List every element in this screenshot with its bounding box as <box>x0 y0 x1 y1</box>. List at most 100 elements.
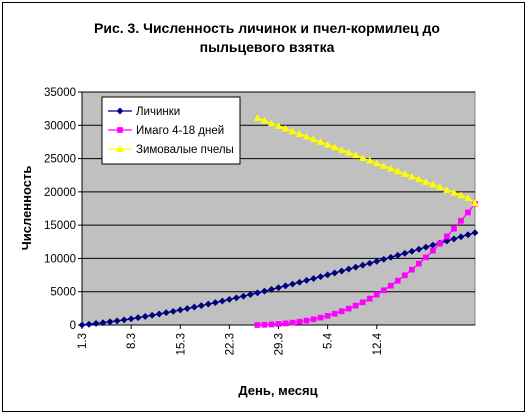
data-point <box>281 124 290 132</box>
data-point <box>471 199 479 207</box>
data-point <box>450 188 458 196</box>
data-point <box>416 260 422 267</box>
data-point <box>324 271 332 279</box>
data-point <box>120 316 128 324</box>
data-point <box>338 267 346 275</box>
data-point <box>155 310 163 318</box>
data-point <box>365 156 374 164</box>
data-point <box>471 229 479 237</box>
data-point <box>359 299 366 306</box>
x-tick-label: 15.3 <box>175 333 187 355</box>
data-point <box>183 305 191 313</box>
data-point <box>345 265 353 273</box>
data-point <box>310 274 318 283</box>
x-tick-label: 1.3 <box>77 333 89 349</box>
data-point <box>345 305 352 312</box>
data-point <box>274 284 283 292</box>
x-tick-label: 8.3 <box>126 333 138 349</box>
data-point <box>267 285 276 293</box>
chart-svg: Рис. 3. Численность личинок и пчел-корми… <box>19 20 479 398</box>
data-point <box>422 177 430 185</box>
data-point <box>423 254 429 261</box>
y-tick-label: 5000 <box>50 287 76 299</box>
data-point <box>274 122 283 129</box>
data-point <box>331 269 339 277</box>
x-axis-title: День, месяц <box>238 383 317 398</box>
x-tick-label: 29.3 <box>274 333 286 355</box>
data-point <box>380 287 387 294</box>
data-point <box>246 290 254 299</box>
x-tick-label: 5.4 <box>323 332 335 349</box>
series-2 <box>254 200 478 328</box>
data-point <box>415 175 423 183</box>
data-point <box>400 169 409 177</box>
data-point <box>232 294 240 302</box>
data-point <box>302 132 311 140</box>
data-point <box>225 295 233 303</box>
data-point <box>310 316 317 323</box>
data-point <box>78 321 86 329</box>
y-tick-label: 35000 <box>44 87 76 99</box>
data-point <box>386 164 395 172</box>
y-tick-label: 10000 <box>44 253 76 265</box>
legend-label: Зимовалые пчелы <box>136 144 234 156</box>
data-point <box>295 130 304 137</box>
data-point <box>218 297 226 305</box>
data-point <box>464 193 472 201</box>
legend-items: Личинки Имаго 4-18 дней Зимовалые пчелы <box>108 106 234 156</box>
y-tick-label: 25000 <box>44 154 76 166</box>
data-point <box>351 151 360 159</box>
data-point <box>316 138 325 145</box>
data-point <box>436 183 444 191</box>
data-point <box>134 314 142 322</box>
data-point <box>458 217 464 224</box>
x-tick-label: 22.3 <box>224 333 236 355</box>
data-point <box>380 255 388 263</box>
data-point <box>437 240 443 247</box>
y-tick-label: 20000 <box>44 187 76 199</box>
chart-frame: Рис. 3. Численность личинок и пчел-корми… <box>2 2 525 412</box>
data-point <box>415 245 423 253</box>
series-1 <box>78 229 479 329</box>
data-point <box>92 319 100 328</box>
data-point <box>85 320 93 328</box>
data-point <box>303 276 311 284</box>
data-point <box>303 317 310 324</box>
data-point <box>408 266 415 273</box>
data-point <box>162 309 170 317</box>
data-point <box>260 116 269 124</box>
data-point <box>127 315 135 323</box>
series-layer <box>78 114 479 329</box>
legend-swatch-marker <box>116 107 124 115</box>
data-point <box>373 291 380 298</box>
data-point <box>296 278 304 286</box>
data-point <box>317 314 324 321</box>
data-point <box>393 167 402 175</box>
data-point <box>372 159 381 167</box>
data-point <box>394 277 401 284</box>
axes: 0 5000 10000 15000 20000 25000 30000 35000 1.3 8.… <box>44 87 475 355</box>
data-point <box>176 306 184 314</box>
data-point <box>379 161 388 169</box>
data-point <box>338 308 345 315</box>
data-point <box>464 231 472 239</box>
data-point <box>330 143 339 151</box>
chart-title-line-2: пыльцевого взятка <box>200 39 335 55</box>
data-point <box>422 243 430 251</box>
data-point <box>268 321 275 328</box>
y-tick-label: 0 <box>70 320 76 332</box>
data-point <box>282 320 289 327</box>
x-tick-label: 12.4 <box>372 332 384 355</box>
data-point <box>429 180 437 188</box>
data-point <box>444 233 450 240</box>
legend-label: Личинки <box>136 106 180 118</box>
data-point <box>190 303 198 311</box>
data-point <box>451 225 457 232</box>
data-point <box>366 295 373 302</box>
data-point <box>289 319 296 326</box>
y-tick-label: 15000 <box>44 220 76 232</box>
legend-swatch-marker <box>117 127 123 133</box>
data-point <box>211 299 219 307</box>
data-point <box>323 140 332 148</box>
legend-label: Имаго 4-18 дней <box>136 125 224 137</box>
